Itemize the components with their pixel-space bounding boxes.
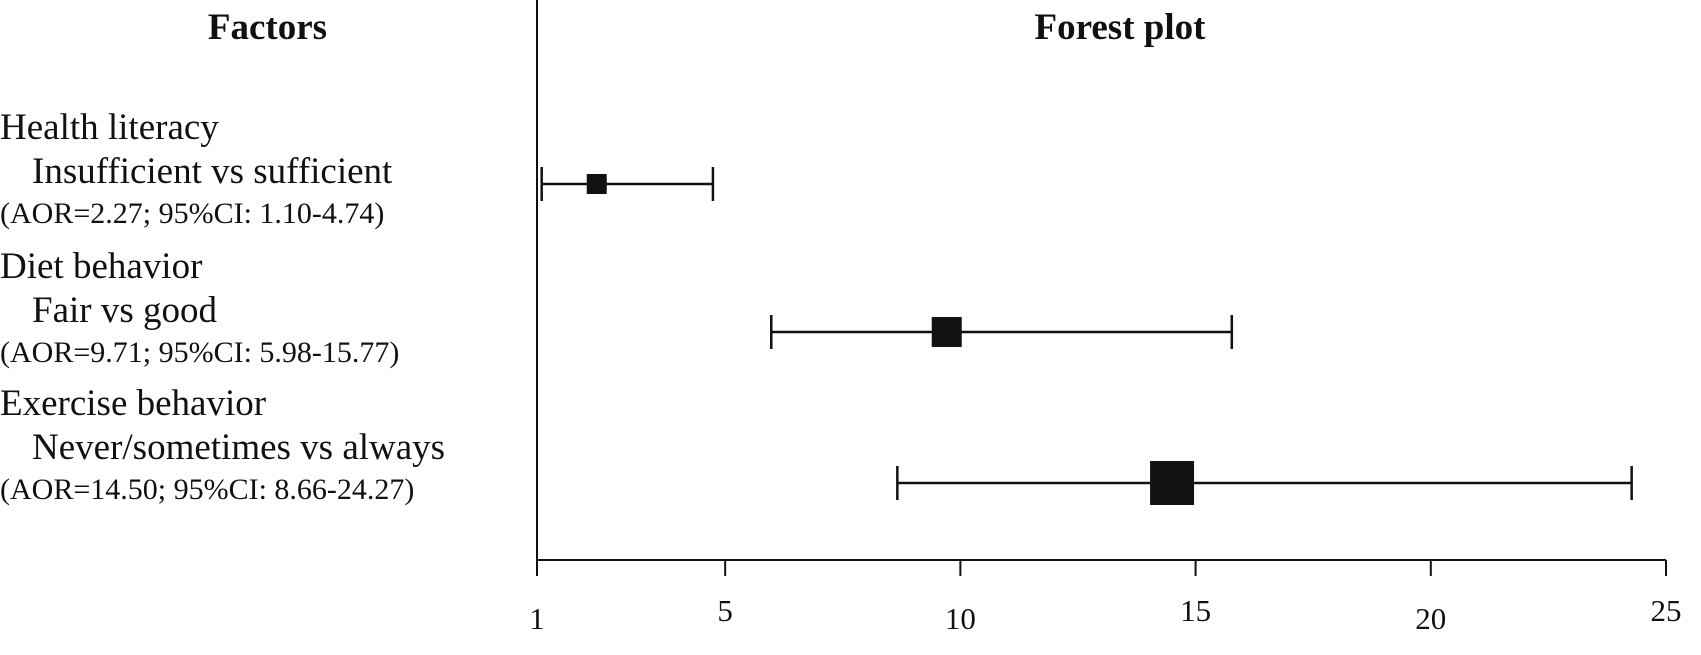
point-estimate-marker [1150,461,1195,505]
factor-name: Health literacy [0,107,219,148]
factor-statistic: (AOR=14.50; 95%CI: 8.66-24.27) [0,473,415,506]
factor-comparison: Insufficient vs sufficient [32,151,393,192]
factor-name: Exercise behavior [0,383,267,424]
factor-row-exercise-behavior: Exercise behavior Never/sometimes vs alw… [0,382,530,510]
x-tick-label: 15 [1180,593,1211,628]
factor-comparison: Fair vs good [32,290,217,331]
factors-column-title: Factors [207,7,328,48]
x-tick-label: 20 [1415,601,1446,636]
forest-marks [540,167,1633,505]
factor-row-health-literacy: Health literacy Insufficient vs sufficie… [0,106,530,234]
point-estimate-marker [931,317,962,347]
factor-row-diet-behavior: Diet behavior Fair vs good (AOR=9.71; 95… [0,245,530,373]
forest-plot-title: Forest plot [1034,7,1206,48]
x-axis: 1 5 10 15 20 25 [529,559,1682,636]
point-estimate-marker [586,174,607,194]
factor-statistic: (AOR=9.71; 95%CI: 5.98-15.77) [0,336,400,369]
x-tick-label: 1 [529,601,545,636]
factor-name: Diet behavior [0,246,203,287]
factor-statistic: (AOR=2.27; 95%CI: 1.10-4.74) [0,197,385,230]
factor-comparison: Never/sometimes vs always [32,427,446,468]
x-tick-label: 25 [1651,593,1682,628]
x-tick-label: 10 [945,601,976,636]
x-tick-label: 5 [717,593,733,628]
